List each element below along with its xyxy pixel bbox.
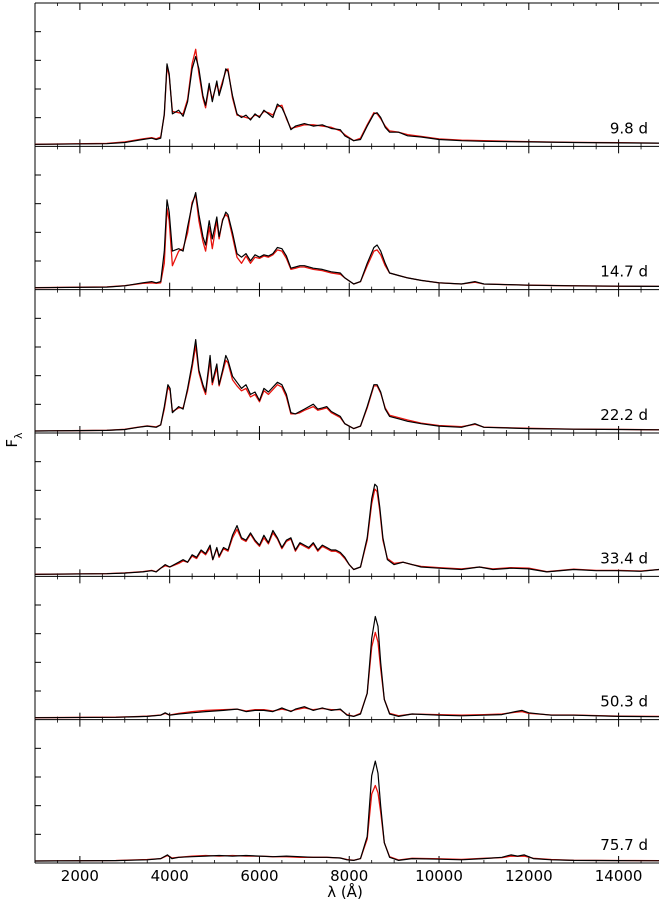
y-axis-label: Fλ: [3, 432, 25, 448]
epoch-label: 9.8 d: [610, 119, 648, 137]
model-spectrum-line: [34, 56, 659, 145]
epoch-label: 75.7 d: [600, 836, 648, 854]
panel-6: 75.7 d: [34, 719, 659, 864]
model-spectrum-line: [34, 483, 659, 575]
panel-1: 9.8 d: [34, 2, 659, 147]
epoch-label: 50.3 d: [600, 693, 648, 711]
panel-4: 33.4 d: [34, 433, 659, 577]
observed-spectrum-line: [34, 784, 659, 862]
epoch-label: 14.7 d: [600, 263, 648, 281]
epoch-label: 22.2 d: [600, 406, 648, 424]
x-tick-label: 6000: [240, 867, 278, 885]
panel-5: 50.3 d: [34, 576, 659, 721]
model-spectrum-line: [34, 192, 659, 289]
observed-spectrum-line: [34, 48, 659, 145]
x-axis-label: λ (Å): [327, 882, 363, 901]
observed-spectrum-line: [34, 631, 659, 719]
panel-3: 22.2 d: [34, 289, 659, 434]
x-tick-label: 10000: [415, 867, 463, 885]
model-spectrum-line: [34, 615, 659, 719]
panels-group: 9.8 d 14.7 d 22.2 d 33.4 d 50.3 d 75.7 d: [34, 2, 659, 864]
model-spectrum-line: [34, 339, 659, 432]
epoch-label: 33.4 d: [600, 549, 648, 567]
x-axis: 2000 4000 6000 8000 10000 12000 14000: [61, 867, 643, 885]
panel-2: 14.7 d: [34, 146, 659, 291]
y-axis-label-subscript: λ: [12, 432, 25, 439]
x-tick-label: 4000: [151, 867, 189, 885]
x-tick-label: 8000: [330, 867, 368, 885]
x-tick-label: 14000: [595, 867, 643, 885]
x-tick-label: 2000: [61, 867, 99, 885]
observed-spectrum-line: [34, 194, 659, 289]
y-axis-label-main: F: [3, 439, 21, 448]
model-spectrum-line: [34, 760, 659, 862]
observed-spectrum-line: [34, 345, 659, 432]
x-tick-label: 12000: [505, 867, 553, 885]
